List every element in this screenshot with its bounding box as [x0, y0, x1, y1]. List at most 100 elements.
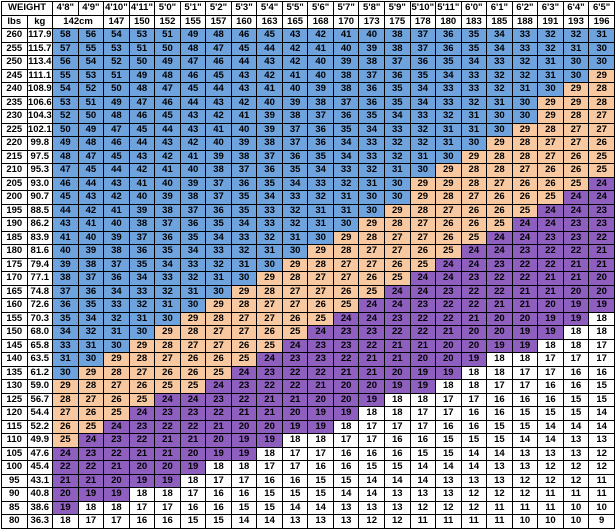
bmi-cell: 43 — [230, 68, 258, 83]
bmi-cell: 25 — [460, 230, 488, 245]
bmi-cell: 14 — [358, 487, 385, 502]
bmi-cell: 30 — [435, 149, 462, 164]
bmi-cell: 16 — [537, 379, 564, 394]
bmi-cell: 28 — [230, 298, 258, 313]
bmi-cell: 32 — [179, 271, 207, 286]
bmi-cell: 35 — [409, 68, 437, 83]
lbs-cell: 195 — [1, 203, 28, 218]
bmi-cell: 46 — [128, 109, 156, 124]
bmi-cell: 54 — [52, 82, 79, 97]
bmi-cell: 27 — [230, 325, 258, 340]
height-header: 5'4" — [256, 1, 283, 16]
bmi-cell: 28 — [588, 82, 615, 97]
bmi-cell: 12 — [537, 473, 564, 488]
bmi-cell: 22 — [435, 311, 462, 326]
lbs-cell: 160 — [1, 298, 28, 313]
bmi-cell: 41 — [128, 176, 156, 191]
bmi-cell: 17 — [358, 433, 385, 448]
bmi-cell: 22 — [256, 379, 283, 394]
bmi-cell: 30 — [281, 244, 309, 259]
bmi-cell: 29 — [103, 352, 130, 367]
bmi-cell: 11 — [562, 487, 590, 502]
bmi-cell: 41 — [230, 109, 258, 124]
bmi-cell: 12 — [511, 487, 539, 502]
bmi-cell: 50 — [154, 41, 181, 56]
bmi-cell: 42 — [154, 149, 181, 164]
bmi-cell: 24 — [205, 379, 232, 394]
bmi-cell: 21 — [383, 352, 411, 367]
bmi-cell: 26 — [307, 298, 334, 313]
lbs-cell: 85 — [1, 500, 28, 515]
bmi-cell: 30 — [537, 82, 564, 97]
bmi-cell: 20 — [460, 338, 488, 353]
bmi-cell: 25 — [435, 244, 462, 259]
bmi-cell: 26 — [409, 244, 437, 259]
bmi-cell: 13 — [537, 446, 564, 461]
bmi-cell: 38 — [77, 257, 105, 272]
bmi-cell: 16 — [460, 419, 488, 434]
cm-header: 185 — [486, 14, 513, 29]
bmi-cell: 35 — [256, 176, 283, 191]
bmi-cell: 29 — [537, 95, 564, 110]
bmi-cell: 40 — [154, 176, 181, 191]
height-header: 4'9" — [77, 1, 105, 16]
bmi-cell: 25 — [77, 419, 105, 434]
table-row: 200 90.7 45 43 42 40 39 38 37 35 34 33 32 31 30 30 29 28 2… — [1, 190, 615, 205]
bmi-cell: 21 — [435, 325, 462, 340]
bmi-cell: 43 — [154, 136, 181, 151]
bmi-cell: 25 — [562, 176, 590, 191]
bmi-cell: 28 — [460, 176, 488, 191]
bmi-cell: 27 — [562, 136, 590, 151]
bmi-cell: 16 — [281, 473, 309, 488]
bmi-cell: 17 — [77, 514, 105, 529]
bmi-cell: 20 — [460, 325, 488, 340]
bmi-cell: 18 — [588, 325, 615, 340]
bmi-cell: 45 — [103, 149, 130, 164]
bmi-cell: 28 — [103, 365, 130, 380]
bmi-cell: 47 — [205, 41, 232, 56]
bmi-cell: 13 — [486, 473, 513, 488]
bmi-cell: 37 — [205, 176, 232, 191]
bmi-cell: 28 — [281, 271, 309, 286]
table-row: 165 74.8 37 36 34 33 32 31 30 29 28 27 27 26 25 24 24 23 2… — [1, 284, 615, 299]
bmi-cell: 12 — [562, 460, 590, 475]
bmi-cell: 48 — [128, 82, 156, 97]
bmi-cell: 31 — [409, 149, 437, 164]
bmi-cell: 22 — [77, 460, 105, 475]
bmi-cell: 16 — [537, 392, 564, 407]
bmi-cell: 17 — [562, 352, 590, 367]
bmi-cell: 43 — [77, 190, 105, 205]
bmi-cell: 21 — [281, 392, 309, 407]
table-row: 140 63.5 31 30 29 28 27 26 26 25 24 23 23 22 21 21 20 20 1… — [1, 352, 615, 367]
bmi-cell: 16 — [460, 406, 488, 421]
bmi-cell: 21 — [52, 473, 79, 488]
bmi-cell: 21 — [588, 257, 615, 272]
bmi-cell: 29 — [435, 176, 462, 191]
bmi-cell: 36 — [179, 217, 207, 232]
bmi-cell: 35 — [179, 230, 207, 245]
bmi-cell: 37 — [332, 95, 360, 110]
bmi-cell: 28 — [256, 284, 283, 299]
bmi-cell: 48 — [52, 149, 79, 164]
bmi-cell: 22 — [230, 392, 258, 407]
bmi-cell: 18 — [307, 433, 334, 448]
bmi-cell: 22 — [435, 298, 462, 313]
height-header: 6'2" — [511, 1, 539, 16]
bmi-cell: 23 — [77, 446, 105, 461]
bmi-cell: 27 — [205, 338, 232, 353]
bmi-cell: 41 — [154, 163, 181, 178]
bmi-cell: 30 — [486, 109, 513, 124]
bmi-cell: 24 — [588, 176, 615, 191]
bmi-cell: 34 — [435, 68, 462, 83]
table-row: 185 83.9 41 40 39 37 36 35 34 33 32 31 30 29 28 27 27 26 2… — [1, 230, 615, 245]
kg-cell: 115.7 — [26, 41, 54, 56]
bmi-cell: 16 — [128, 514, 156, 529]
bmi-cell: 35 — [281, 163, 309, 178]
bmi-cell: 36 — [52, 298, 79, 313]
table-row: 220 99.8 49 48 46 44 43 42 40 39 38 37 36 34 33 32 32 31 3… — [1, 136, 615, 151]
bmi-cell: 41 — [281, 68, 309, 83]
bmi-cell: 36 — [77, 284, 105, 299]
bmi-cell: 22 — [103, 446, 130, 461]
bmi-cell: 47 — [179, 55, 207, 70]
kg-cell: 88.5 — [26, 203, 54, 218]
